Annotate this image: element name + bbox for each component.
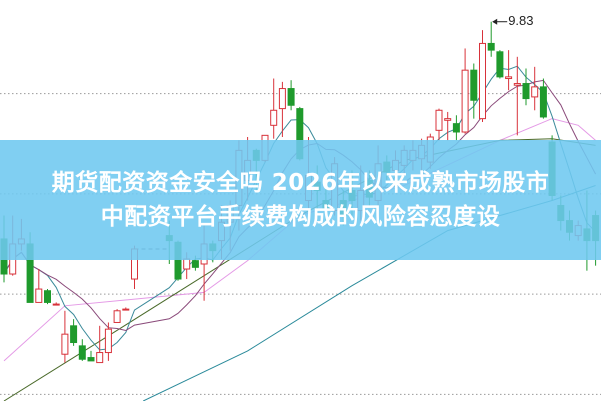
candle-body [35,288,43,303]
candle [287,80,295,111]
candle [435,108,443,141]
candle [531,66,539,111]
candle-body [496,51,504,78]
candle-body [78,345,86,360]
candle [461,48,469,134]
candle-body [513,83,521,86]
candle-body [52,303,60,306]
candle-body [479,42,486,120]
candle-body [461,69,469,133]
candle [496,50,504,79]
candle [444,111,452,141]
candle-body [183,258,191,270]
candle [122,307,130,311]
candle [539,78,547,119]
candle [452,115,460,141]
candle-body [505,76,513,80]
candle-body [113,310,121,323]
candle-body [435,109,443,131]
candle [70,319,78,346]
title-line-2: 中配资平台手续费构成的风险容忍度设 [100,204,501,230]
candle [52,302,60,306]
peak-arrow-head [492,18,498,25]
candle-body [87,357,95,362]
title-line-1: 期货配资资金安全吗 2026年以来成熟市场股市 [51,170,550,196]
peak-annotation [492,18,508,25]
candle-body [487,42,495,51]
peak-price-label: 9.83 [508,12,534,28]
candle [505,50,513,91]
candle [487,21,495,57]
candle [61,310,69,363]
candle [113,309,121,323]
candle [78,339,86,361]
candle [35,269,43,303]
title-banner: 期货配资资金安全吗 2026年以来成熟市场股市 中配资平台手续费构成的风险容忍度… [0,140,601,260]
candle-body [270,109,278,126]
candle-body [70,325,78,344]
candle [44,289,51,305]
candle-body [470,69,478,101]
candle [470,63,478,119]
candle [87,350,95,362]
candle-body [452,123,460,133]
candle [513,56,521,136]
candle-body [191,260,199,268]
candle-body [61,333,69,355]
candle-body [522,83,530,100]
candle [278,81,286,138]
candle-body [44,290,51,303]
candle [104,322,112,361]
candle [479,30,486,122]
candle-body [531,86,539,98]
candle-body [539,86,547,118]
candle-body [122,308,130,311]
candle-body [278,88,286,110]
candle-body [96,352,104,364]
candle [270,78,278,139]
candle [96,325,104,364]
candle-body [444,118,452,121]
candle-body [104,328,112,354]
candle-body [287,88,295,106]
candle [522,68,530,106]
